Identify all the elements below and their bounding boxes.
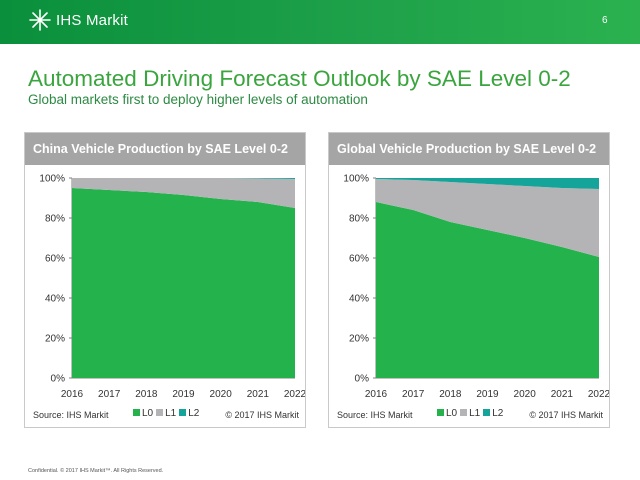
slide-title: Automated Driving Forecast Outlook by SA… [28, 66, 571, 91]
x-tick-label: 2021 [551, 389, 574, 400]
y-tick-label: 60% [45, 254, 65, 265]
page-number: 6 [602, 15, 608, 26]
ihs-logo-icon [29, 9, 51, 31]
legend-swatch [179, 409, 187, 416]
slide-subtitle: Global markets first to deploy higher le… [28, 92, 368, 107]
legend-swatch [460, 409, 468, 416]
legend-swatch [483, 409, 491, 416]
legend-item-l0: L0 [133, 408, 153, 419]
y-tick-label: 0% [355, 374, 370, 385]
legend-swatch [133, 409, 140, 416]
y-tick-label: 40% [45, 294, 65, 305]
global-chart-panel: Global Vehicle Production by SAE Level 0… [328, 132, 610, 428]
legend-item-l2: L2 [179, 408, 199, 419]
x-tick-label: 2018 [439, 389, 462, 400]
y-tick-label: 20% [349, 334, 369, 345]
panel-header: China Vehicle Production by SAE Level 0-… [25, 133, 305, 165]
copyright-note: © 2017 IHS Markit [225, 410, 299, 420]
area-series-l2 [376, 178, 599, 189]
legend-label: L1 [165, 408, 177, 419]
x-tick-label: 2017 [98, 389, 121, 400]
y-tick-label: 100% [343, 174, 369, 185]
global-area-chart: 0% 20% 40% 60% 80% 100% 2016 2017 2018 2019 2020 20… [343, 174, 609, 401]
header-bar: IHS Markit 6 [0, 0, 640, 44]
x-tick-label: 2016 [365, 389, 388, 400]
area-series-l2 [72, 178, 295, 179]
area-series-l0 [376, 202, 599, 378]
y-tick-label: 60% [349, 254, 369, 265]
x-tick-label: 2022 [284, 389, 305, 400]
y-tick-label: 20% [45, 334, 65, 345]
area-series-l1 [376, 179, 599, 257]
y-tick-label: 100% [39, 174, 65, 185]
x-tick-label: 2019 [476, 389, 499, 400]
source-note: Source: IHS Markit [33, 410, 109, 420]
y-tick-label: 80% [349, 214, 369, 225]
area-series-l0 [72, 188, 295, 378]
legend-label: L2 [492, 408, 504, 419]
confidential-footer: Confidential. © 2017 IHS Markit™. All Ri… [28, 468, 164, 474]
x-tick-label: 2020 [210, 389, 233, 400]
brand-name: IHS Markit [56, 12, 129, 29]
chart-legend: L0 L1 L2 [437, 408, 506, 419]
legend-label: L0 [446, 408, 458, 419]
copyright-note: © 2017 IHS Markit [529, 410, 603, 420]
x-tick-label: 2020 [514, 389, 537, 400]
legend-label: L0 [142, 408, 154, 419]
y-tick-label: 40% [349, 294, 369, 305]
china-chart-panel: China Vehicle Production by SAE Level 0-… [24, 132, 306, 428]
chart-legend: L0 L1 L2 [133, 408, 202, 419]
x-tick-label: 2022 [588, 389, 609, 400]
x-tick-label: 2017 [402, 389, 425, 400]
legend-swatch [156, 409, 164, 416]
china-area-chart: 0% 20% 40% 60% 80% 100% 2016 2017 2018 2019 2020 20… [39, 174, 305, 401]
legend-label: L1 [469, 408, 481, 419]
legend-item-l1: L1 [460, 408, 480, 419]
legend-item-l0: L0 [437, 408, 457, 419]
y-tick-label: 0% [51, 374, 66, 385]
x-tick-label: 2016 [61, 389, 84, 400]
legend-swatch [437, 409, 444, 416]
source-note: Source: IHS Markit [337, 410, 413, 420]
area-series-l1 [72, 178, 295, 208]
x-tick-label: 2021 [247, 389, 270, 400]
x-tick-label: 2018 [135, 389, 158, 400]
x-tick-label: 2019 [172, 389, 195, 400]
legend-item-l2: L2 [483, 408, 503, 419]
panel-header: Global Vehicle Production by SAE Level 0… [329, 133, 609, 165]
legend-item-l1: L1 [156, 408, 176, 419]
y-tick-label: 80% [45, 214, 65, 225]
legend-label: L2 [188, 408, 200, 419]
